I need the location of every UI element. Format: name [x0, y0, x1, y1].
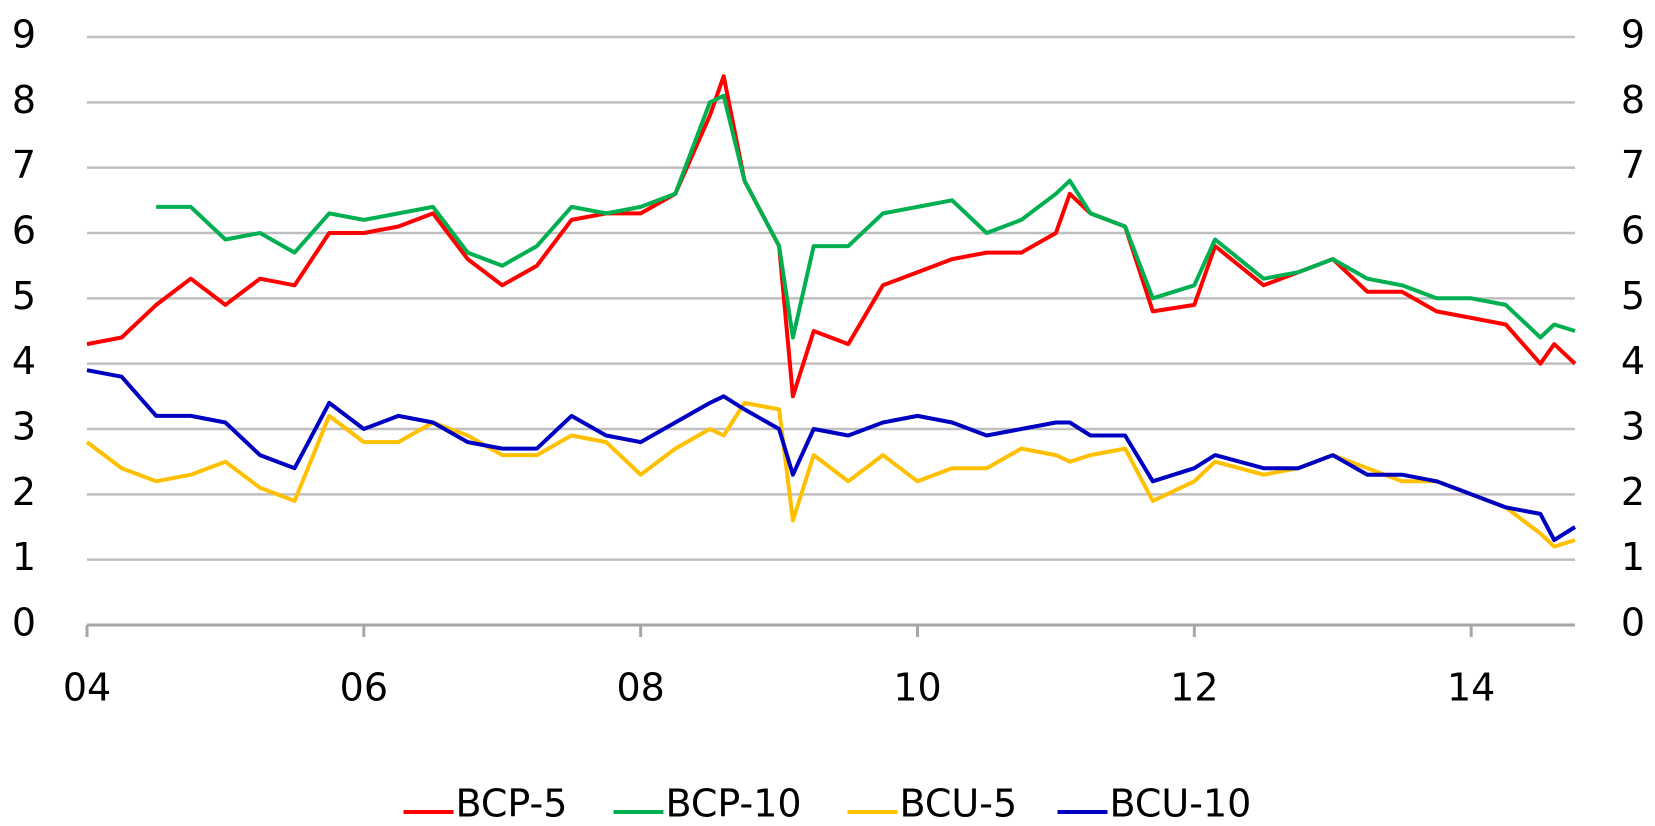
y-tick-label: 2 — [12, 470, 36, 514]
y-tick-label: 3 — [12, 405, 36, 449]
y-tick-label: 5 — [12, 274, 36, 318]
x-tick-label: 04 — [63, 666, 111, 710]
x-tick-label: 06 — [340, 666, 388, 710]
y-tick-label: 7 — [12, 143, 36, 187]
legend-label: BCP-10 — [666, 782, 802, 826]
y2-tick-label: 4 — [1621, 339, 1645, 383]
legend-label: BCU-10 — [1110, 782, 1252, 826]
y2-tick-label: 3 — [1621, 405, 1645, 449]
y2-tick-label: 0 — [1621, 601, 1645, 645]
y2-tick-label: 5 — [1621, 274, 1645, 318]
y-tick-label: 6 — [12, 209, 36, 253]
y2-tick-label: 7 — [1621, 143, 1645, 187]
y-tick-label: 9 — [12, 13, 36, 57]
legend-label: BCU-5 — [900, 782, 1018, 826]
y-tick-label: 1 — [12, 535, 36, 579]
series-line — [85, 400, 1576, 549]
x-tick-label: 12 — [1170, 666, 1218, 710]
y-tick-label: 8 — [12, 78, 36, 122]
series-line — [86, 368, 1577, 543]
y2-tick-label: 1 — [1621, 535, 1645, 579]
x-tick-label: 10 — [893, 666, 941, 710]
y2-tick-label: 9 — [1621, 13, 1645, 57]
y2-tick-label: 6 — [1621, 209, 1645, 253]
legend-label: BCP-5 — [456, 782, 568, 826]
series-line — [156, 93, 1576, 340]
y2-tick-label: 8 — [1621, 78, 1645, 122]
y2-tick-label: 2 — [1621, 470, 1645, 514]
y-tick-label: 4 — [12, 339, 36, 383]
x-tick-label: 14 — [1447, 666, 1495, 710]
y-tick-label: 0 — [12, 601, 36, 645]
x-tick-label: 08 — [616, 666, 664, 710]
